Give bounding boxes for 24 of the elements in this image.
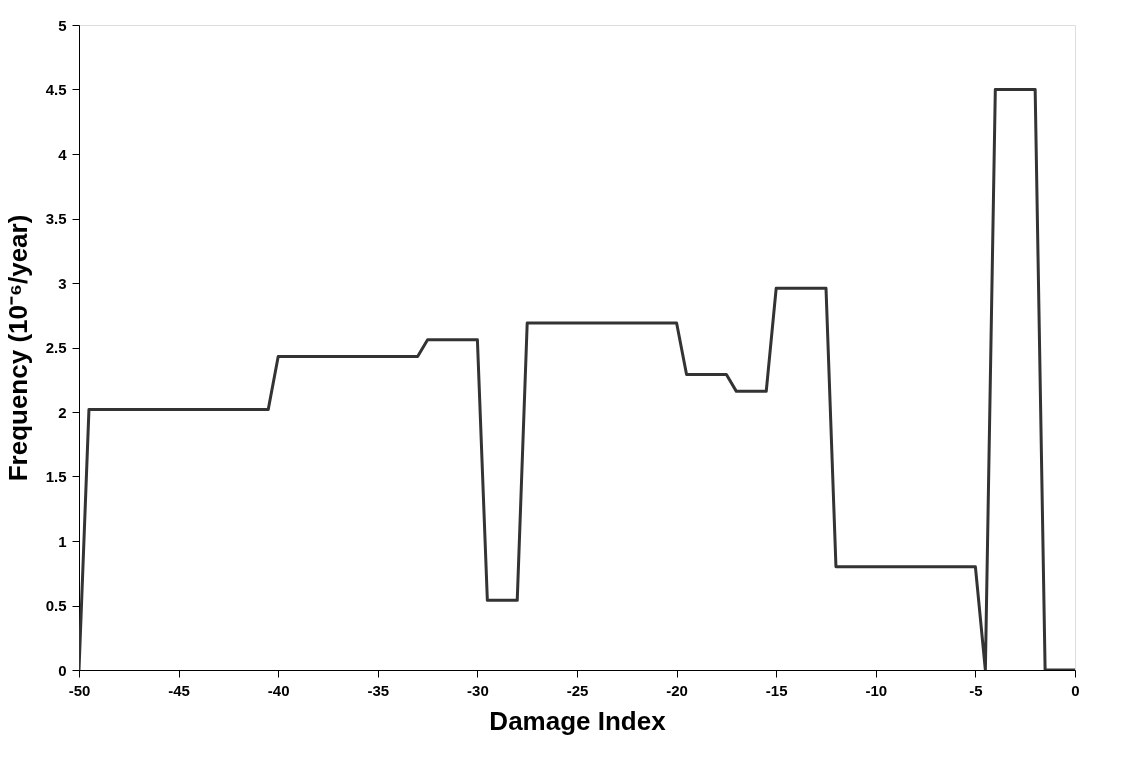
- y-axis-title: Frequency (10⁻⁶/year): [2, 214, 33, 482]
- x-tick-label: -10: [865, 681, 888, 699]
- x-tick-label: -25: [566, 681, 589, 699]
- y-tick-label: 4.5: [45, 81, 67, 98]
- y-tick-label: 0: [58, 661, 67, 679]
- x-tick-label: 0: [1071, 681, 1080, 699]
- y-tick-label: 0.5: [45, 597, 67, 614]
- x-axis-title: Damage Index: [489, 705, 667, 736]
- x-tick-label: -45: [168, 681, 190, 699]
- x-tick-label: -35: [367, 681, 390, 699]
- y-tick-label: 3.5: [45, 210, 67, 227]
- y-tick-label: 1: [58, 532, 67, 550]
- x-tick-label: -20: [666, 681, 688, 699]
- x-tick-label: -5: [969, 681, 983, 699]
- y-tick-label: 5: [58, 16, 67, 34]
- y-tick-label: 1.5: [45, 468, 67, 485]
- y-tick-label: 2: [58, 403, 67, 421]
- y-tick-label: 3: [58, 274, 67, 292]
- x-tick-label: -15: [765, 681, 788, 699]
- x-tick-label: -50: [68, 681, 91, 699]
- x-tick-label: -40: [267, 681, 290, 699]
- y-tick-label: 4: [58, 145, 68, 163]
- y-tick-label: 2.5: [45, 339, 67, 356]
- x-tick-label: -30: [467, 681, 489, 699]
